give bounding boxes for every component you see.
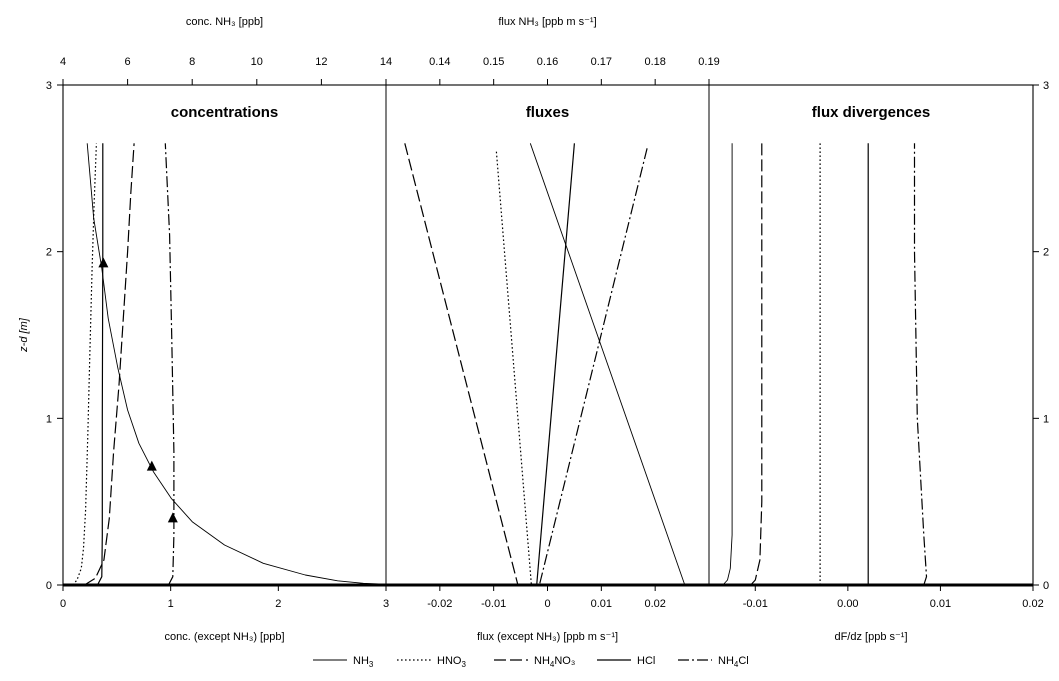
- x-tick-label: 1: [168, 598, 174, 610]
- series-line-NH3: [86, 143, 387, 585]
- y-tick-label: 3: [46, 80, 52, 92]
- series-line-HCl: [96, 143, 104, 586]
- y-tick-label-right: 3: [1043, 80, 1049, 92]
- x-axis-label: dF/dz [ppb s⁻¹]: [834, 631, 907, 643]
- legend-item-NH4NO3: NH4NO₃: [494, 655, 575, 669]
- panel-flux-divergences: flux divergences -0.01 0.00 0.01 0.02 dF/dz […: [722, 104, 1044, 643]
- x-tick-label: 0.02: [1022, 598, 1043, 610]
- data-marker: [98, 257, 109, 268]
- data-marker: [167, 512, 178, 523]
- x-tick-label: 0.00: [837, 598, 858, 610]
- legend-label-NH3: NH3: [353, 655, 374, 669]
- panel-title: flux divergences: [812, 104, 930, 121]
- series-line-NH4Cl: [913, 143, 928, 586]
- series-line-NH3: [722, 143, 733, 586]
- legend: NH3 HNO3 NH4NO₃ HCl NH4Cl: [313, 655, 749, 669]
- x-tick-label: 2: [275, 598, 281, 610]
- x-tick-label: 3: [383, 598, 389, 610]
- series-line-HNO3: [495, 151, 532, 586]
- y-tick-label: 1: [46, 413, 52, 425]
- top-tick-label: 0.18: [644, 56, 665, 68]
- top-tick-label: 14: [380, 56, 392, 68]
- panel-fluxes: fluxes -0.02 -0.01 0 0.01 0.02 flux (except NH…: [404, 16, 720, 643]
- series-line-HCl: [536, 143, 575, 586]
- series-line-NH4NO3: [404, 143, 519, 586]
- panel-title: concentrations: [171, 104, 279, 121]
- legend-item-NH4Cl: NH4Cl: [678, 655, 749, 669]
- series-line-NH4NO3: [750, 143, 763, 586]
- x-tick-label: 0.02: [644, 598, 665, 610]
- top-tick-label: 0.17: [591, 56, 612, 68]
- y-tick-label-right: 0: [1043, 580, 1049, 592]
- top-tick-label: 0.16: [537, 56, 558, 68]
- legend-item-HCl: HCl: [597, 655, 655, 667]
- top-tick-label: 0.19: [698, 56, 719, 68]
- x-axis-label: flux (except NH₃) [ppb m s⁻¹]: [477, 631, 618, 643]
- top-axis-label: conc. NH₃ [ppb]: [186, 16, 263, 28]
- x-tick-label: -0.02: [427, 598, 452, 610]
- x-tick-label: 0: [544, 598, 550, 610]
- x-tick-label: 0.01: [591, 598, 612, 610]
- legend-item-NH3: NH3: [313, 655, 374, 669]
- y-tick-label-right: 2: [1043, 247, 1049, 259]
- plot-border: [62, 84, 1034, 586]
- legend-label-NH4Cl: NH4Cl: [718, 655, 749, 669]
- x-tick-label: -0.01: [743, 598, 768, 610]
- y-tick-label-right: 1: [1043, 413, 1049, 425]
- top-tick-label: 12: [315, 56, 327, 68]
- x-tick-label: -0.01: [481, 598, 506, 610]
- series-line-NH4Cl: [538, 148, 648, 586]
- series-line-HNO3: [72, 143, 97, 586]
- x-tick-label: 0.01: [930, 598, 951, 610]
- x-axis-label: conc. (except NH₃) [ppb]: [164, 631, 284, 643]
- series-line-NH3: [529, 143, 686, 586]
- top-tick-label: 6: [125, 56, 131, 68]
- top-tick-label: 4: [60, 56, 66, 68]
- legend-label-NH4NO3: NH4NO₃: [534, 655, 575, 669]
- panel-title: fluxes: [526, 104, 569, 121]
- legend-label-HCl: HCl: [637, 655, 655, 667]
- top-tick-label: 8: [189, 56, 195, 68]
- y-axis-label: z-d [m]: [18, 317, 30, 353]
- y-tick-label: 2: [46, 247, 52, 259]
- top-axis-label: flux NH₃ [ppb m s⁻¹]: [498, 16, 596, 28]
- legend-item-HNO3: HNO3: [397, 655, 466, 669]
- legend-label-HNO3: HNO3: [437, 655, 466, 669]
- y-tick-label: 0: [46, 580, 52, 592]
- top-tick-label: 10: [251, 56, 263, 68]
- series-line-NH4Cl: [164, 143, 175, 586]
- top-tick-label: 0.15: [483, 56, 504, 68]
- data-marker: [146, 460, 157, 471]
- x-tick-label: 0: [60, 598, 66, 610]
- top-tick-label: 0.14: [429, 56, 450, 68]
- series-line-NH4NO3: [84, 143, 135, 586]
